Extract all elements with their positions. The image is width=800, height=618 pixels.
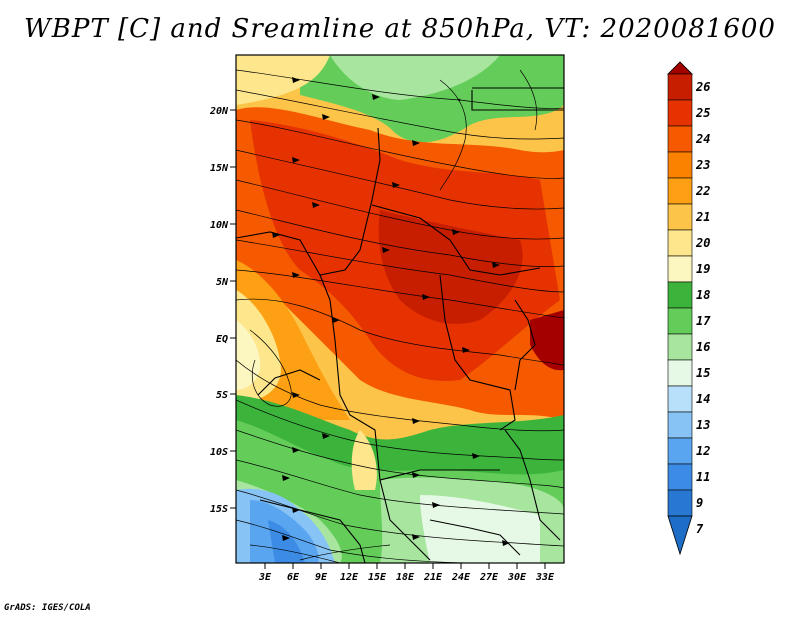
colorbar-segment — [667, 125, 693, 153]
colorbar-segment — [667, 229, 693, 257]
lon-label: 24E — [451, 572, 471, 583]
colorbar-label: 7 — [696, 522, 704, 536]
colorbar-segment — [667, 333, 693, 361]
colorbar-label: 21 — [695, 210, 710, 224]
colorbar-segment — [667, 203, 693, 231]
lon-label: 27E — [479, 572, 499, 583]
lon-label: 18E — [396, 572, 415, 583]
colorbar-segment — [667, 359, 693, 387]
colorbar-label: 16 — [696, 340, 710, 354]
lon-label: 15E — [368, 572, 387, 583]
map-title: WBPT [C] and Sreamline at 850hPa, VT: 20… — [24, 14, 776, 44]
colorbar-label: 18 — [696, 288, 710, 302]
colorbar-label: 23 — [695, 158, 710, 172]
colorbar-label: 26 — [695, 80, 710, 94]
colorbar-label: 22 — [695, 184, 710, 198]
colorbar-label: 13 — [696, 418, 710, 432]
lat-label: 20N — [209, 106, 229, 117]
lon-label: 3E — [258, 572, 272, 583]
colorbar-label: 25 — [695, 106, 710, 120]
colorbar-segment — [667, 255, 693, 283]
lat-label: 10N — [210, 220, 229, 231]
colorbar: 26 25 24 23 22 21 20 19 18 17 16 15 14 1… — [667, 61, 711, 556]
lat-label: 15S — [210, 504, 228, 515]
lat-label: 15N — [210, 163, 229, 174]
lon-label: 30E — [507, 572, 527, 583]
colorbar-segment — [667, 281, 693, 309]
colorbar-label: 12 — [696, 444, 710, 458]
colorbar-segment — [667, 307, 693, 335]
colorbar-segment — [667, 99, 693, 127]
lat-label: 5N — [216, 277, 229, 288]
colorbar-segment — [667, 463, 693, 491]
colorbar-label: 19 — [696, 262, 710, 276]
colorbar-label: 24 — [695, 132, 710, 146]
colorbar-segment — [667, 411, 693, 439]
lat-label: 10S — [210, 447, 228, 458]
colorbar-segment — [667, 489, 693, 517]
lon-label: 6E — [287, 572, 300, 583]
colorbar-top-arrow — [667, 61, 693, 75]
plot-frame — [235, 54, 565, 564]
streamlines — [236, 69, 564, 563]
lon-label: 21E — [423, 572, 443, 583]
lat-label: 5S — [216, 390, 228, 401]
country-borders — [236, 87, 564, 563]
colorbar-segment — [667, 437, 693, 465]
colorbar-segment — [667, 385, 693, 413]
colorbar-label: 14 — [696, 392, 710, 406]
latitude-axis: 20N 15N 10N 5N EQ 5S 10S 15S — [209, 106, 236, 515]
lon-label: 12E — [340, 572, 359, 583]
colorbar-segment — [667, 151, 693, 179]
colorbar-label: 9 — [696, 496, 703, 510]
colorbar-label: 20 — [695, 236, 710, 250]
colorbar-label: 11 — [696, 470, 710, 484]
lat-label: EQ — [216, 334, 228, 345]
colorbar-bottom-arrow — [667, 515, 693, 556]
longitude-axis: 3E 6E 9E 12E 15E 18E 21E 24E 27E 30E 33E — [258, 563, 555, 583]
streamline-arrows — [272, 77, 510, 546]
lon-label: 9E — [315, 572, 328, 583]
wbpt-shading — [236, 55, 564, 563]
colorbar-segment — [667, 177, 693, 205]
colorbar-label: 15 — [696, 366, 710, 380]
colorbar-segment — [667, 73, 693, 101]
lon-label: 33E — [535, 572, 555, 583]
grads-credit: GrADS: IGES/COLA — [4, 603, 91, 613]
colorbar-label: 17 — [696, 314, 711, 328]
